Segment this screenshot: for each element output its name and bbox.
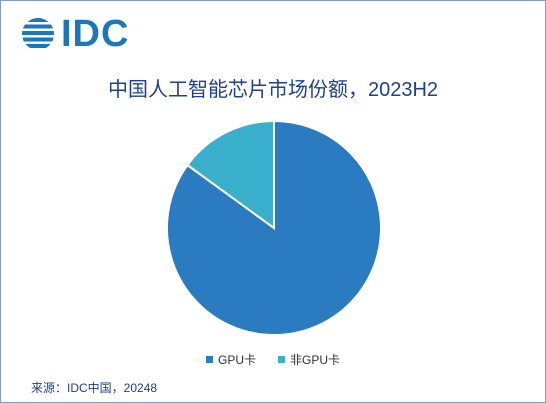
pie-slices [166,119,382,336]
pie-slice-gpu [166,119,382,336]
logo-text: IDC [61,13,130,55]
pie-slice-non-gpu [186,119,275,230]
legend-label-gpu: GPU卡 [217,353,256,367]
legend-item-gpu: GPU卡 [205,351,256,368]
globe-icon [22,18,54,48]
source-note: 来源：IDC中国，20248 [31,381,158,395]
legend-swatch-non-gpu [278,356,285,363]
chart-title: 中国人工智能芯片市场份额，2023H2 [107,79,439,101]
idc-logo: IDC [21,15,129,53]
legend-swatch-gpu [205,356,213,363]
chart-legend: GPU卡 非GPU卡 [1,351,545,368]
legend-item-non-gpu: 非GPU卡 [278,351,340,368]
legend-label-non-gpu: 非GPU卡 [290,353,341,367]
